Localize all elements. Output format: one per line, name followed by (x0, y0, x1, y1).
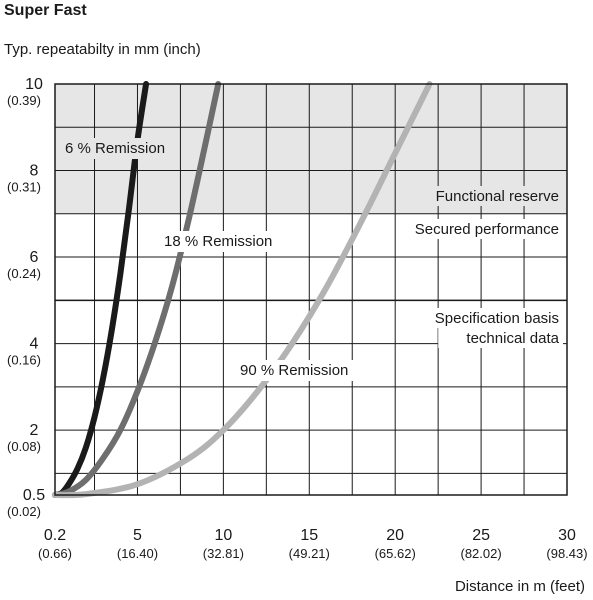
y-tick-sublabel: (0.08) (7, 439, 41, 454)
y-axis-label: Typ. repeatabilty in mm (inch) (4, 41, 201, 58)
specification-basis-label-bg (397, 308, 563, 328)
x-tick-sublabel: (98.43) (546, 546, 587, 561)
x-tick-sublabel: (49.21) (289, 546, 330, 561)
x-tick-label: 5 (133, 527, 142, 544)
x-tick-sublabel: (32.81) (203, 546, 244, 561)
annotations: 6 % Remission 18 % Remission 90 % Remissio… (62, 138, 563, 381)
series-group (52, 81, 433, 499)
chart-title: Super Fast (4, 2, 87, 19)
y-tick-sublabel: (0.02) (7, 504, 41, 519)
technical-data-label: technical data (466, 330, 559, 347)
specification-basis-label: Specification basis (435, 310, 559, 327)
y-tick-label: 2 (30, 422, 39, 439)
secured-performance-label-bg (397, 219, 563, 239)
series-label: 6 % Remission (65, 140, 165, 157)
y-tick-labels: 0.5(0.02) 2(0.08) 4(0.16) 6(0.24) 8(0.31) 10(… (7, 76, 45, 519)
x-tick-sublabel: (65.62) (375, 546, 416, 561)
series-label: 18 % Remission (164, 233, 272, 250)
x-tick-sublabel: (16.40) (117, 546, 158, 561)
y-tick-sublabel: (0.24) (7, 266, 41, 281)
secured-performance-label: Secured performance (415, 221, 559, 238)
series-label-bg (62, 138, 176, 159)
series-line-2 (52, 81, 222, 498)
x-tick-label: 10 (214, 527, 232, 544)
x-tick-label: 30 (558, 527, 576, 544)
series-label: 90 % Remission (240, 362, 348, 379)
y-tick-sublabel: (0.31) (7, 180, 41, 195)
x-tick-label: 15 (300, 527, 318, 544)
functional-reserve-label-bg (405, 186, 563, 206)
series-label-bg (237, 360, 360, 381)
x-tick-label: 20 (386, 527, 404, 544)
x-tick-label: 0.2 (44, 527, 66, 544)
y-tick-sublabel: (0.39) (7, 93, 41, 108)
series-label-bg (161, 231, 284, 252)
y-tick-label: 6 (30, 249, 39, 266)
series-line-1 (52, 81, 150, 498)
x-tick-labels: 0.2 (0.66) 5 (16.40) 10 (32.81) 15 (49.21) 20 (65… (38, 527, 588, 561)
x-tick-sublabel: (82.02) (460, 546, 501, 561)
plot-frame (54, 83, 568, 496)
x-axis-label: Distance in m (feet) (454, 578, 585, 595)
functional-reserve-label: Functional reserve (436, 188, 559, 205)
technical-data-label-bg (438, 328, 563, 348)
x-tick-label: 25 (472, 527, 490, 544)
y-tick-label: 10 (25, 76, 43, 93)
series-line-3 (52, 81, 433, 499)
x-tick-sublabel: (0.66) (38, 546, 72, 561)
y-tick-label: 4 (30, 336, 39, 353)
y-tick-label: 8 (30, 163, 39, 180)
y-tick-sublabel: (0.16) (7, 353, 41, 368)
y-tick-label: 0.5 (23, 487, 45, 504)
